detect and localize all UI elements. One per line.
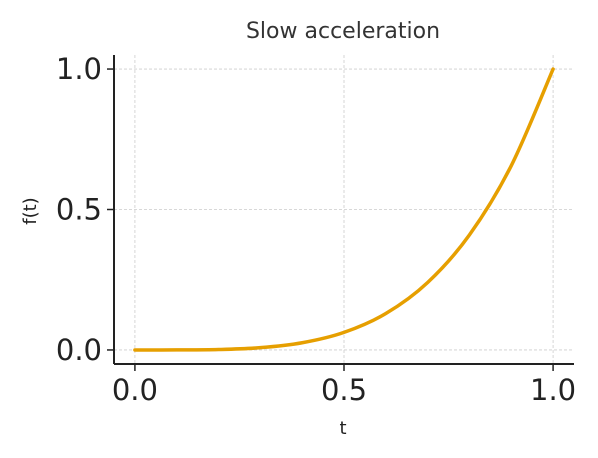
ticks: 0.0 0.5 1.0 0.0 0.5 1.0 <box>56 52 576 407</box>
series-line <box>133 67 555 352</box>
grid <box>114 55 574 364</box>
x-tick-label: 0.5 <box>321 373 367 407</box>
y-tick-label: 0.5 <box>56 193 102 227</box>
chart-title: Slow acceleration <box>246 19 440 44</box>
y-axis-label: f(t) <box>20 197 41 224</box>
x-tick-label: 0.0 <box>112 373 158 407</box>
series-layer <box>133 67 555 352</box>
x-axis-label: t <box>339 418 346 439</box>
y-tick-label: 1.0 <box>56 52 102 86</box>
x-tick-label: 1.0 <box>530 373 576 407</box>
y-tick-label: 0.0 <box>56 333 102 367</box>
